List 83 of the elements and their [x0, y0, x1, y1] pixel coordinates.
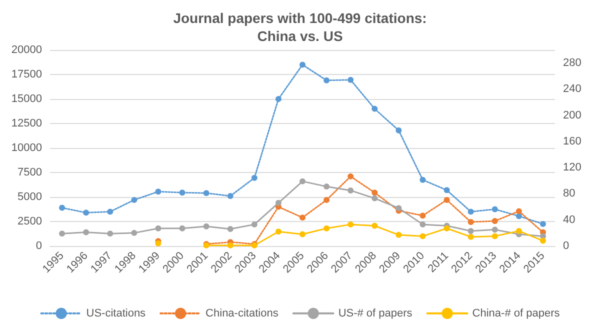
point: [227, 242, 234, 248]
point: [468, 228, 474, 234]
y-tick-label: 15000: [11, 93, 42, 105]
point: [372, 222, 378, 229]
y-tick-label: 5000: [18, 191, 42, 203]
y-tick-label: 20000: [11, 44, 42, 56]
legend-label: US-# of papers: [338, 307, 413, 320]
point: [131, 230, 138, 236]
point: [300, 62, 306, 68]
point: [396, 205, 402, 212]
y-tick-label: 10000: [11, 142, 42, 154]
point: [348, 173, 354, 180]
point: [59, 204, 66, 211]
y-tick-label: 2500: [18, 216, 42, 228]
point: [396, 232, 402, 238]
point: [444, 187, 450, 194]
point: [540, 238, 546, 244]
point: [348, 221, 354, 228]
y2-tick-label: 160: [563, 135, 582, 148]
point: [275, 228, 282, 235]
point: [83, 229, 90, 236]
y-tick-label: 17500: [11, 68, 42, 80]
point: [516, 228, 522, 234]
point: [300, 214, 306, 221]
point: [444, 225, 450, 232]
legend-label: China-citations: [206, 307, 279, 320]
point: [492, 218, 498, 224]
point: [372, 195, 378, 202]
point: [83, 210, 90, 216]
y2-tick-label: 0: [563, 240, 570, 252]
point: [203, 223, 210, 230]
point: [275, 200, 282, 206]
y2-tick-label: 40: [563, 214, 576, 226]
point: [492, 206, 498, 212]
legend-label: US-citations: [86, 307, 146, 320]
point: [348, 187, 354, 194]
point: [227, 193, 234, 200]
point: [444, 196, 450, 203]
point: [516, 213, 522, 220]
point: [275, 96, 282, 102]
point: [324, 196, 330, 203]
y2-tick-label: 240: [563, 83, 582, 96]
point: [516, 208, 522, 214]
point: [324, 77, 330, 84]
point: [492, 226, 498, 233]
point: [468, 234, 474, 240]
legend-label: China-# of papers: [472, 307, 560, 320]
point: [372, 190, 378, 196]
point: [59, 230, 66, 237]
y-tick-label: 0: [36, 240, 42, 252]
point: [107, 230, 114, 237]
y-tick-label: 12500: [11, 118, 42, 130]
point: [420, 212, 426, 219]
point: [300, 231, 306, 238]
point: [348, 76, 354, 83]
point: [540, 220, 546, 227]
point: [203, 190, 210, 196]
point: [179, 190, 186, 196]
point: [324, 225, 330, 232]
point: [372, 106, 378, 112]
point: [468, 208, 474, 215]
point: [227, 226, 234, 232]
y-tick-label: 7500: [18, 166, 42, 178]
point: [179, 225, 186, 232]
point: [492, 233, 498, 240]
point: [251, 174, 258, 181]
point: [468, 218, 474, 225]
point: [300, 178, 306, 184]
point: [420, 176, 426, 183]
y2-tick-label: 280: [563, 57, 582, 70]
y2-tick-label: 120: [563, 162, 582, 174]
point: [420, 221, 426, 228]
point: [131, 196, 138, 203]
point: [155, 188, 162, 195]
point: [107, 208, 114, 215]
point: [396, 127, 402, 134]
y2-tick-label: 80: [563, 188, 576, 200]
point: [155, 225, 162, 232]
point: [251, 221, 258, 228]
point: [324, 184, 330, 190]
chart-title: Journal papers with 100-499 citations: China vs. US: [173, 10, 427, 44]
y2-tick-label: 200: [563, 109, 582, 122]
point: [420, 233, 426, 240]
